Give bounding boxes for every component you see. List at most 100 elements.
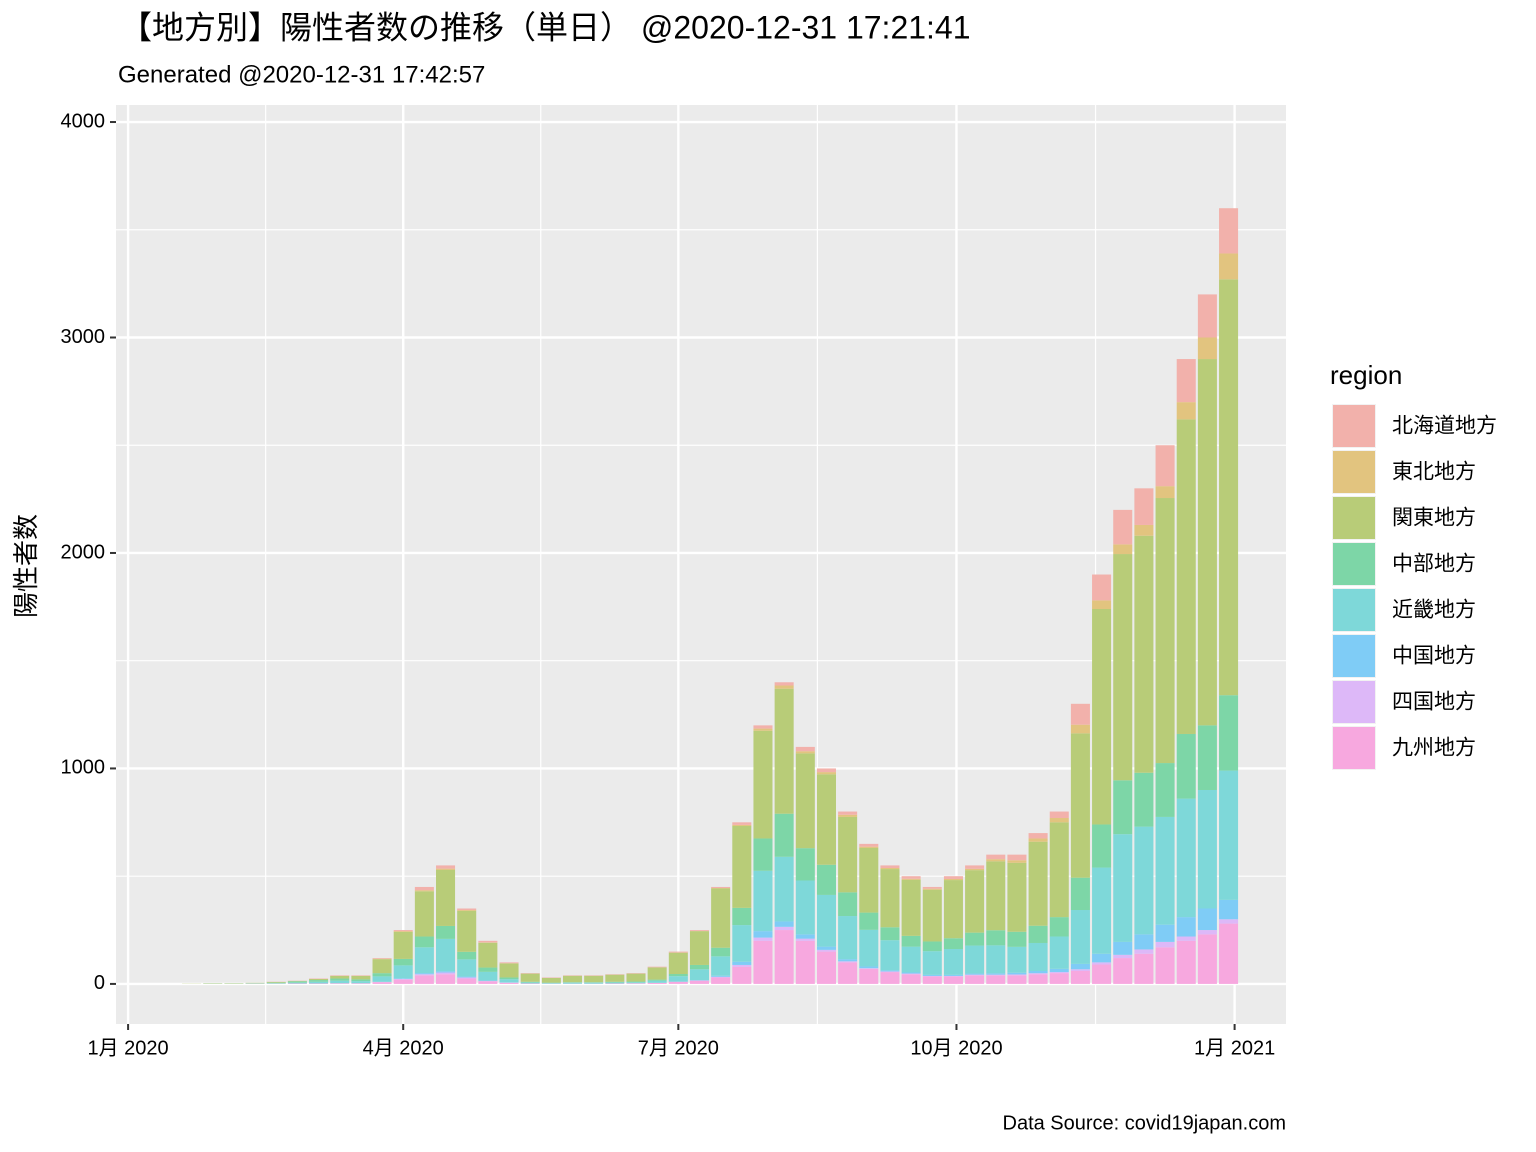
x-tick-label: 1月 2021 [1194,1037,1275,1059]
bar-segment [1028,838,1048,842]
bar-segment [436,971,456,973]
bar-segment [1197,337,1217,360]
bar-segment [943,880,963,939]
x-tick-label: 4月 2020 [363,1037,444,1059]
bar-segment [647,982,667,984]
legend-label: 中国地方 [1392,645,1476,668]
bar-segment [436,938,456,972]
bar-segment [287,982,307,984]
bar-segment [901,878,921,880]
bar-segment [1113,544,1133,555]
bar-segment [330,975,350,979]
bar-segment [901,876,921,879]
legend-swatch [1333,681,1375,723]
legend-swatch [1333,405,1375,447]
bar-segment [1007,860,1027,863]
bar-segment [1176,402,1196,420]
bar-segment [1113,554,1133,781]
bar-segment [816,768,836,773]
bar-segment [478,981,498,984]
bar-segment [414,974,434,976]
bar-segment [1028,974,1048,984]
bar-segment [1155,924,1175,942]
bar-segment [965,945,985,974]
bar-segment [436,925,456,939]
bar-segment [859,968,879,984]
bar-segment [393,979,413,984]
bar-segment [1134,524,1154,536]
bar-segment [1113,780,1133,835]
bar-segment [478,940,498,943]
bar-segment [351,981,371,984]
bar-segment [1176,419,1196,734]
bar-segment [1070,724,1090,734]
bar-segment [1028,925,1048,943]
bar-segment [732,824,752,826]
bar-segment [520,982,540,984]
bar-segment [922,886,942,889]
bar-segment [901,974,921,984]
bar-segment [1113,958,1133,984]
bar-segment [478,971,498,981]
bar-segment [795,934,815,939]
bar-segment [1092,824,1112,868]
bar-segment [711,888,731,948]
bar-segment [562,982,583,984]
bar-segment [393,978,413,979]
bar-segment [1049,973,1069,984]
bar-segment [520,981,540,983]
bar-segment [774,926,794,931]
bar-segment [626,982,646,984]
bar-segment [859,966,879,969]
bar-segment [965,932,985,946]
bar-segment [943,876,963,879]
bar-segment [922,941,942,952]
bar-segment [647,979,667,981]
bar-segment [986,973,1006,975]
bar-segment [1007,974,1027,976]
bar-segment [414,936,434,948]
bar-segment [1007,862,1027,932]
bar-segment [901,973,921,975]
bar-segment [943,974,963,976]
bar-segment [1070,703,1090,725]
bar-segment [816,949,836,952]
bar-segment [499,979,519,983]
bar-segment [499,977,519,980]
bar-segment [1092,962,1112,965]
bar-segment [901,972,921,974]
bar-segment [965,870,985,933]
bar-segment [457,908,477,911]
bar-segment [711,977,731,984]
bar-segment [626,981,646,983]
bar-segment [309,978,329,981]
bar-segment [922,889,942,942]
bar-segment [880,927,900,941]
bar-segment [1134,949,1154,954]
bar-segment [562,975,583,983]
bar-segment [1113,509,1133,545]
legend-swatch [1333,451,1375,493]
bar-segment [372,959,392,974]
bar-segment [1134,488,1154,525]
bar-segment [1134,934,1154,950]
bar-segment [986,859,1006,862]
bar-segment [330,980,350,984]
bar-segment [901,946,921,973]
bar-segment [605,981,625,983]
bar-segment [1070,733,1090,878]
bar-segment [1155,816,1175,925]
bar-segment [1028,970,1048,974]
bar-segment [1155,947,1175,984]
bar-segment [1092,953,1112,963]
bar-segment [1092,574,1112,601]
bar-segment [457,977,477,979]
bar-segment [393,931,413,959]
bar-segment [753,931,773,938]
legend-label: 東北地方 [1392,461,1476,484]
bar-segment [1049,822,1069,918]
bar-segment [711,886,731,889]
bar-segment [1007,972,1027,975]
bar-segment [943,949,963,975]
